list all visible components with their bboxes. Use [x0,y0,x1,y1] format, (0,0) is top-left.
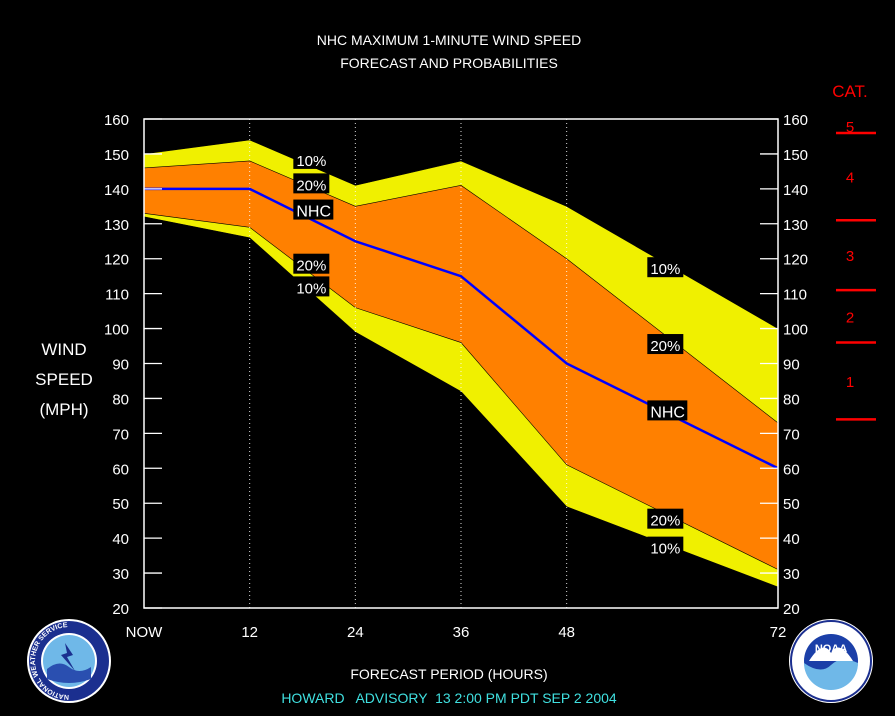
chart-subtitle: FORECAST AND PROBABILITIES [340,55,558,71]
category-scale: 1 2 3 4 5 [836,119,876,421]
y-tick-label-right: 150 [783,147,808,164]
noaa-logo: NOAA [789,619,873,703]
y-tick-label-right: 90 [783,357,800,374]
x-tick-label: NOW [126,624,164,641]
advisory-line: HOWARD ADVISORY 13 2:00 PM PDT SEP 2 200… [281,690,617,706]
x-tick-label: 12 [241,624,258,641]
y-axis-label-line: WIND [41,340,86,359]
nws-logo: NATIONAL WEATHER SERVICE [27,619,111,703]
y-tick-label-left: 120 [104,252,129,269]
y-tick-label-right: 120 [783,252,808,269]
nhc-forecast-line [144,187,779,470]
nws-seal-wave [47,663,91,683]
y-tick-label-left: 30 [112,566,129,583]
y-tick-label-right: 160 [783,112,808,129]
noaa-seal-water [804,659,858,690]
series-label: 10% [296,153,326,170]
series-label-box [293,253,330,274]
y-tick-label-left: 70 [112,426,129,443]
series-label-box [293,148,330,169]
y-tick-label-left: 60 [112,461,129,478]
series-label: 10% [650,541,680,558]
y-tick-label-left: 80 [112,391,129,408]
y-tick-label-left: 50 [112,496,129,513]
x-tick-label: 36 [453,624,470,641]
y-tick-label-right: 110 [783,287,807,304]
x-tick-label: 48 [558,624,575,641]
series-label: NHC [296,204,331,221]
y-tick-label-right: 30 [783,566,800,583]
y-tick-label-right: 100 [783,322,808,339]
category-title: CAT. [832,82,868,101]
series-label-box [647,257,684,278]
y-tick-label-right: 50 [783,496,800,513]
noaa-bird-icon [809,647,853,661]
series-label-box [293,199,334,220]
y-tick-label-right: 20 [783,601,800,618]
series-label: NHC [650,404,685,421]
y-tick-label-right: 60 [783,461,800,478]
y-tick-label-left: 150 [104,147,129,164]
y-tick-label-left: 130 [104,217,129,234]
series-label: 20% [296,258,326,275]
y-tick-label-right: 80 [783,391,800,408]
series-label-box [647,334,684,355]
series-label: 20% [650,513,680,530]
x-tick-label: 24 [347,624,364,641]
noaa-seal-label: NOAA [815,643,847,655]
x-axis-label: FORECAST PERIOD (HOURS) [350,666,547,682]
y-tick-label-right: 70 [783,426,800,443]
y-tick-label-left: 100 [104,322,129,339]
series-label: 20% [296,177,326,194]
y-tick-label-left: 110 [105,287,129,304]
y-tick-label-right: 140 [783,182,808,199]
chart-title: NHC MAXIMUM 1-MINUTE WIND SPEED [317,32,581,48]
y-tick-label-left: 140 [104,182,129,199]
series-label: 10% [296,280,326,297]
y-axis-label: WIND SPEED (MPH) [35,340,93,419]
series-label-box [293,173,330,194]
y-tick-label-right: 40 [783,531,800,548]
series-label-box [647,536,684,557]
y-tick-label-left: 20 [112,601,129,618]
x-tick-label: 72 [770,624,787,641]
category-label: 3 [846,248,854,265]
series-label-box [293,276,330,297]
series-label-box [647,400,688,421]
plot-area: 20 20 30 30 40 40 50 50 60 60 70 70 80 80 90 90 100 100 11… [104,112,808,641]
series-label: 10% [650,261,680,278]
y-tick-label-left: 90 [112,357,129,374]
category-label: 2 [846,309,854,326]
y-tick-label-right: 130 [783,217,808,234]
y-tick-label-left: 40 [112,531,129,548]
y-axis-label-line: (MPH) [39,400,88,419]
lightning-bolt-icon [61,643,75,671]
category-label: 4 [846,170,854,187]
y-axis-label-line: SPEED [35,370,93,389]
series-label: 20% [650,338,680,355]
series-label-box [647,508,684,529]
y-tick-label-left: 160 [104,112,129,129]
category-label: 1 [846,374,854,391]
category-label: 5 [846,119,854,136]
